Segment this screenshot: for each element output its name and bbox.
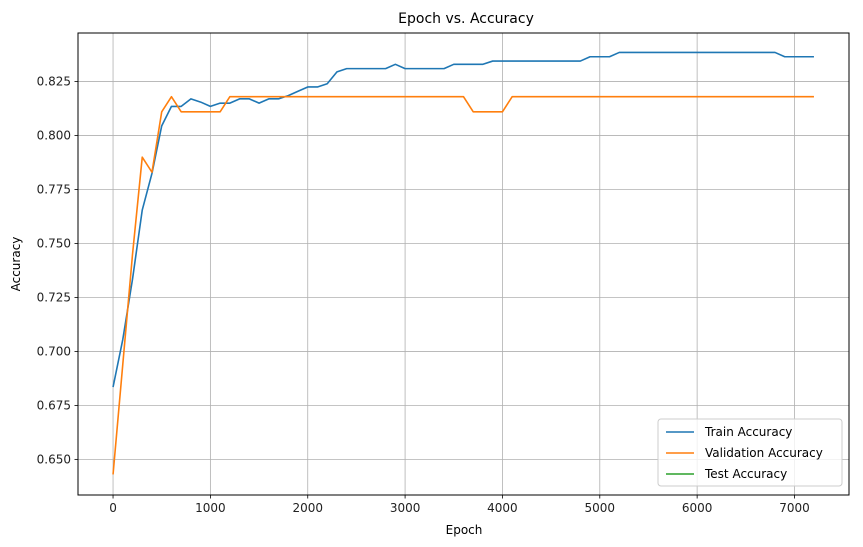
legend-frame — [657, 418, 843, 487]
y-axis-label: Accuracy — [9, 237, 23, 292]
x-tick-label: 3000 — [390, 501, 421, 515]
legend: Train Accuracy Validation Accuracy Test … — [657, 418, 843, 487]
validation-accuracy-line — [112, 95, 814, 475]
plot-area-frame — [77, 32, 850, 496]
x-tick-label: 1000 — [195, 501, 226, 515]
x-axis-ticks: 0 1000 2000 3000 4000 5000 6000 7000 — [109, 495, 810, 515]
x-tick-label: 4000 — [487, 501, 518, 515]
series-lines — [112, 51, 814, 475]
legend-label-train: Train Accuracy — [704, 425, 792, 439]
y-tick-label: 0.700 — [37, 344, 71, 358]
y-tick-label: 0.825 — [37, 75, 71, 89]
x-tick-label: 5000 — [585, 501, 616, 515]
x-axis-label: Epoch — [446, 523, 483, 537]
y-tick-label: 0.650 — [37, 452, 71, 466]
x-tick-label: 2000 — [292, 501, 323, 515]
y-tick-label: 0.675 — [37, 398, 71, 412]
y-tick-label: 0.750 — [37, 236, 71, 250]
legend-label-validation: Validation Accuracy — [705, 446, 823, 460]
legend-label-test: Test Accuracy — [704, 467, 787, 481]
y-tick-label: 0.775 — [37, 183, 71, 197]
x-tick-label: 6000 — [682, 501, 713, 515]
train-accuracy-line — [112, 51, 814, 388]
chart-title: Epoch vs. Accuracy — [398, 11, 534, 27]
y-axis-ticks: 0.650 0.675 0.700 0.725 0.750 0.775 0.800 0.825 — [37, 75, 78, 466]
x-tick-label: 7000 — [779, 501, 810, 515]
grid-lines — [78, 33, 849, 495]
y-tick-label: 0.725 — [37, 290, 71, 304]
x-tick-label: 0 — [109, 501, 117, 515]
y-tick-label: 0.800 — [37, 129, 71, 143]
